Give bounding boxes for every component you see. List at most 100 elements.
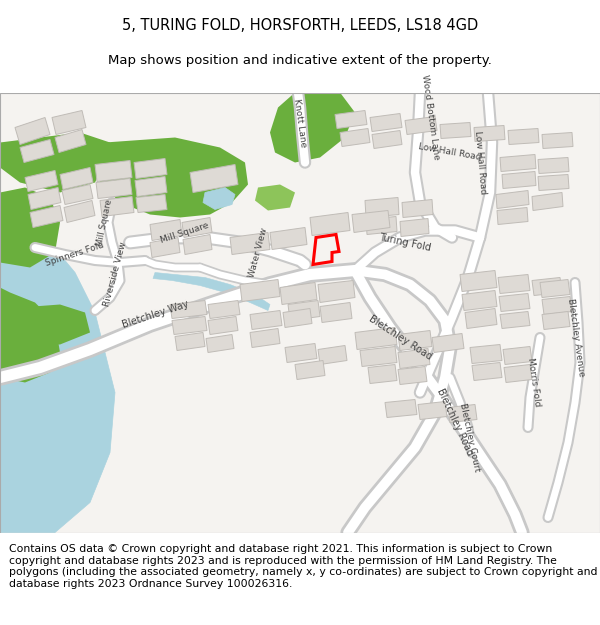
Text: Contains OS data © Crown copyright and database right 2021. This information is : Contains OS data © Crown copyright and d… (9, 544, 598, 589)
Polygon shape (240, 279, 280, 301)
Text: Spinners Fold: Spinners Fold (44, 241, 106, 268)
Text: Bletchley Court: Bletchley Court (458, 402, 482, 472)
Text: 5, TURING FOLD, HORSFORTH, LEEDS, LS18 4GD: 5, TURING FOLD, HORSFORTH, LEEDS, LS18 4… (122, 18, 478, 32)
Polygon shape (470, 344, 502, 364)
Polygon shape (0, 304, 90, 344)
Polygon shape (208, 301, 240, 319)
Polygon shape (504, 364, 532, 382)
Polygon shape (405, 116, 437, 134)
Polygon shape (55, 129, 86, 152)
Polygon shape (532, 278, 562, 296)
Polygon shape (352, 211, 390, 232)
Polygon shape (448, 404, 477, 422)
Polygon shape (206, 334, 234, 352)
Polygon shape (95, 138, 248, 218)
Polygon shape (335, 111, 367, 129)
Polygon shape (500, 154, 536, 171)
Polygon shape (472, 362, 502, 381)
Polygon shape (418, 401, 447, 419)
Text: Map shows position and indicative extent of the property.: Map shows position and indicative extent… (108, 54, 492, 68)
Text: Morris Fold: Morris Fold (526, 357, 542, 408)
Polygon shape (280, 282, 317, 304)
Polygon shape (64, 201, 95, 222)
Text: Bletchley Avenue: Bletchley Avenue (566, 298, 586, 378)
Polygon shape (465, 309, 497, 329)
Polygon shape (542, 132, 573, 149)
Polygon shape (203, 188, 235, 209)
Polygon shape (318, 346, 347, 364)
Polygon shape (183, 234, 212, 254)
Text: Water View: Water View (247, 227, 269, 278)
Polygon shape (270, 228, 307, 249)
Polygon shape (310, 213, 350, 236)
Polygon shape (190, 164, 238, 192)
Polygon shape (532, 192, 563, 211)
Polygon shape (250, 329, 280, 348)
Polygon shape (172, 316, 207, 334)
Polygon shape (503, 346, 532, 364)
Polygon shape (365, 198, 399, 217)
Polygon shape (100, 196, 134, 216)
Polygon shape (542, 296, 572, 314)
Text: Low Hall Road: Low Hall Road (473, 131, 487, 194)
Polygon shape (150, 238, 180, 258)
Polygon shape (95, 161, 132, 181)
Polygon shape (400, 219, 429, 236)
Polygon shape (96, 179, 132, 199)
Polygon shape (462, 291, 497, 311)
Polygon shape (360, 346, 397, 366)
Polygon shape (30, 206, 63, 228)
Polygon shape (508, 129, 539, 144)
Polygon shape (355, 328, 397, 349)
Polygon shape (20, 139, 54, 162)
Polygon shape (52, 111, 86, 134)
Polygon shape (402, 199, 433, 217)
Polygon shape (135, 176, 167, 196)
Polygon shape (255, 184, 295, 211)
Text: Knott Lane: Knott Lane (292, 98, 308, 148)
Polygon shape (398, 366, 427, 384)
Text: Bletchley Road: Bletchley Road (435, 388, 475, 458)
Polygon shape (500, 311, 530, 329)
Polygon shape (542, 311, 570, 329)
Text: Wood Bottom Lane: Wood Bottom Lane (419, 74, 440, 161)
Polygon shape (283, 309, 312, 328)
Polygon shape (60, 168, 93, 189)
Polygon shape (340, 129, 370, 146)
Polygon shape (499, 294, 530, 311)
Polygon shape (385, 399, 417, 418)
Text: Bletchley Road: Bletchley Road (367, 313, 433, 362)
Polygon shape (370, 114, 402, 131)
Polygon shape (62, 184, 93, 204)
Polygon shape (0, 92, 600, 532)
Polygon shape (398, 349, 430, 369)
Text: Mill Square: Mill Square (95, 198, 115, 247)
Polygon shape (153, 272, 270, 311)
Polygon shape (182, 217, 212, 238)
Polygon shape (538, 158, 569, 174)
Polygon shape (270, 92, 355, 162)
Polygon shape (460, 271, 497, 291)
Polygon shape (0, 288, 60, 382)
Polygon shape (496, 191, 529, 209)
Polygon shape (208, 316, 238, 334)
Polygon shape (0, 213, 115, 532)
Polygon shape (368, 364, 397, 384)
Text: Mill Square: Mill Square (160, 221, 211, 244)
Text: Turing Fold: Turing Fold (378, 232, 432, 253)
Polygon shape (25, 171, 58, 191)
Polygon shape (497, 208, 528, 224)
Polygon shape (250, 311, 282, 329)
Polygon shape (170, 301, 207, 319)
Polygon shape (366, 216, 397, 234)
Polygon shape (474, 126, 505, 141)
Polygon shape (230, 232, 270, 254)
Polygon shape (398, 331, 432, 351)
Polygon shape (15, 118, 50, 144)
Polygon shape (0, 132, 110, 192)
Polygon shape (175, 332, 205, 351)
Polygon shape (320, 302, 352, 322)
Text: Bletchley Way: Bletchley Way (121, 299, 190, 330)
Polygon shape (0, 188, 60, 268)
Polygon shape (502, 171, 536, 189)
